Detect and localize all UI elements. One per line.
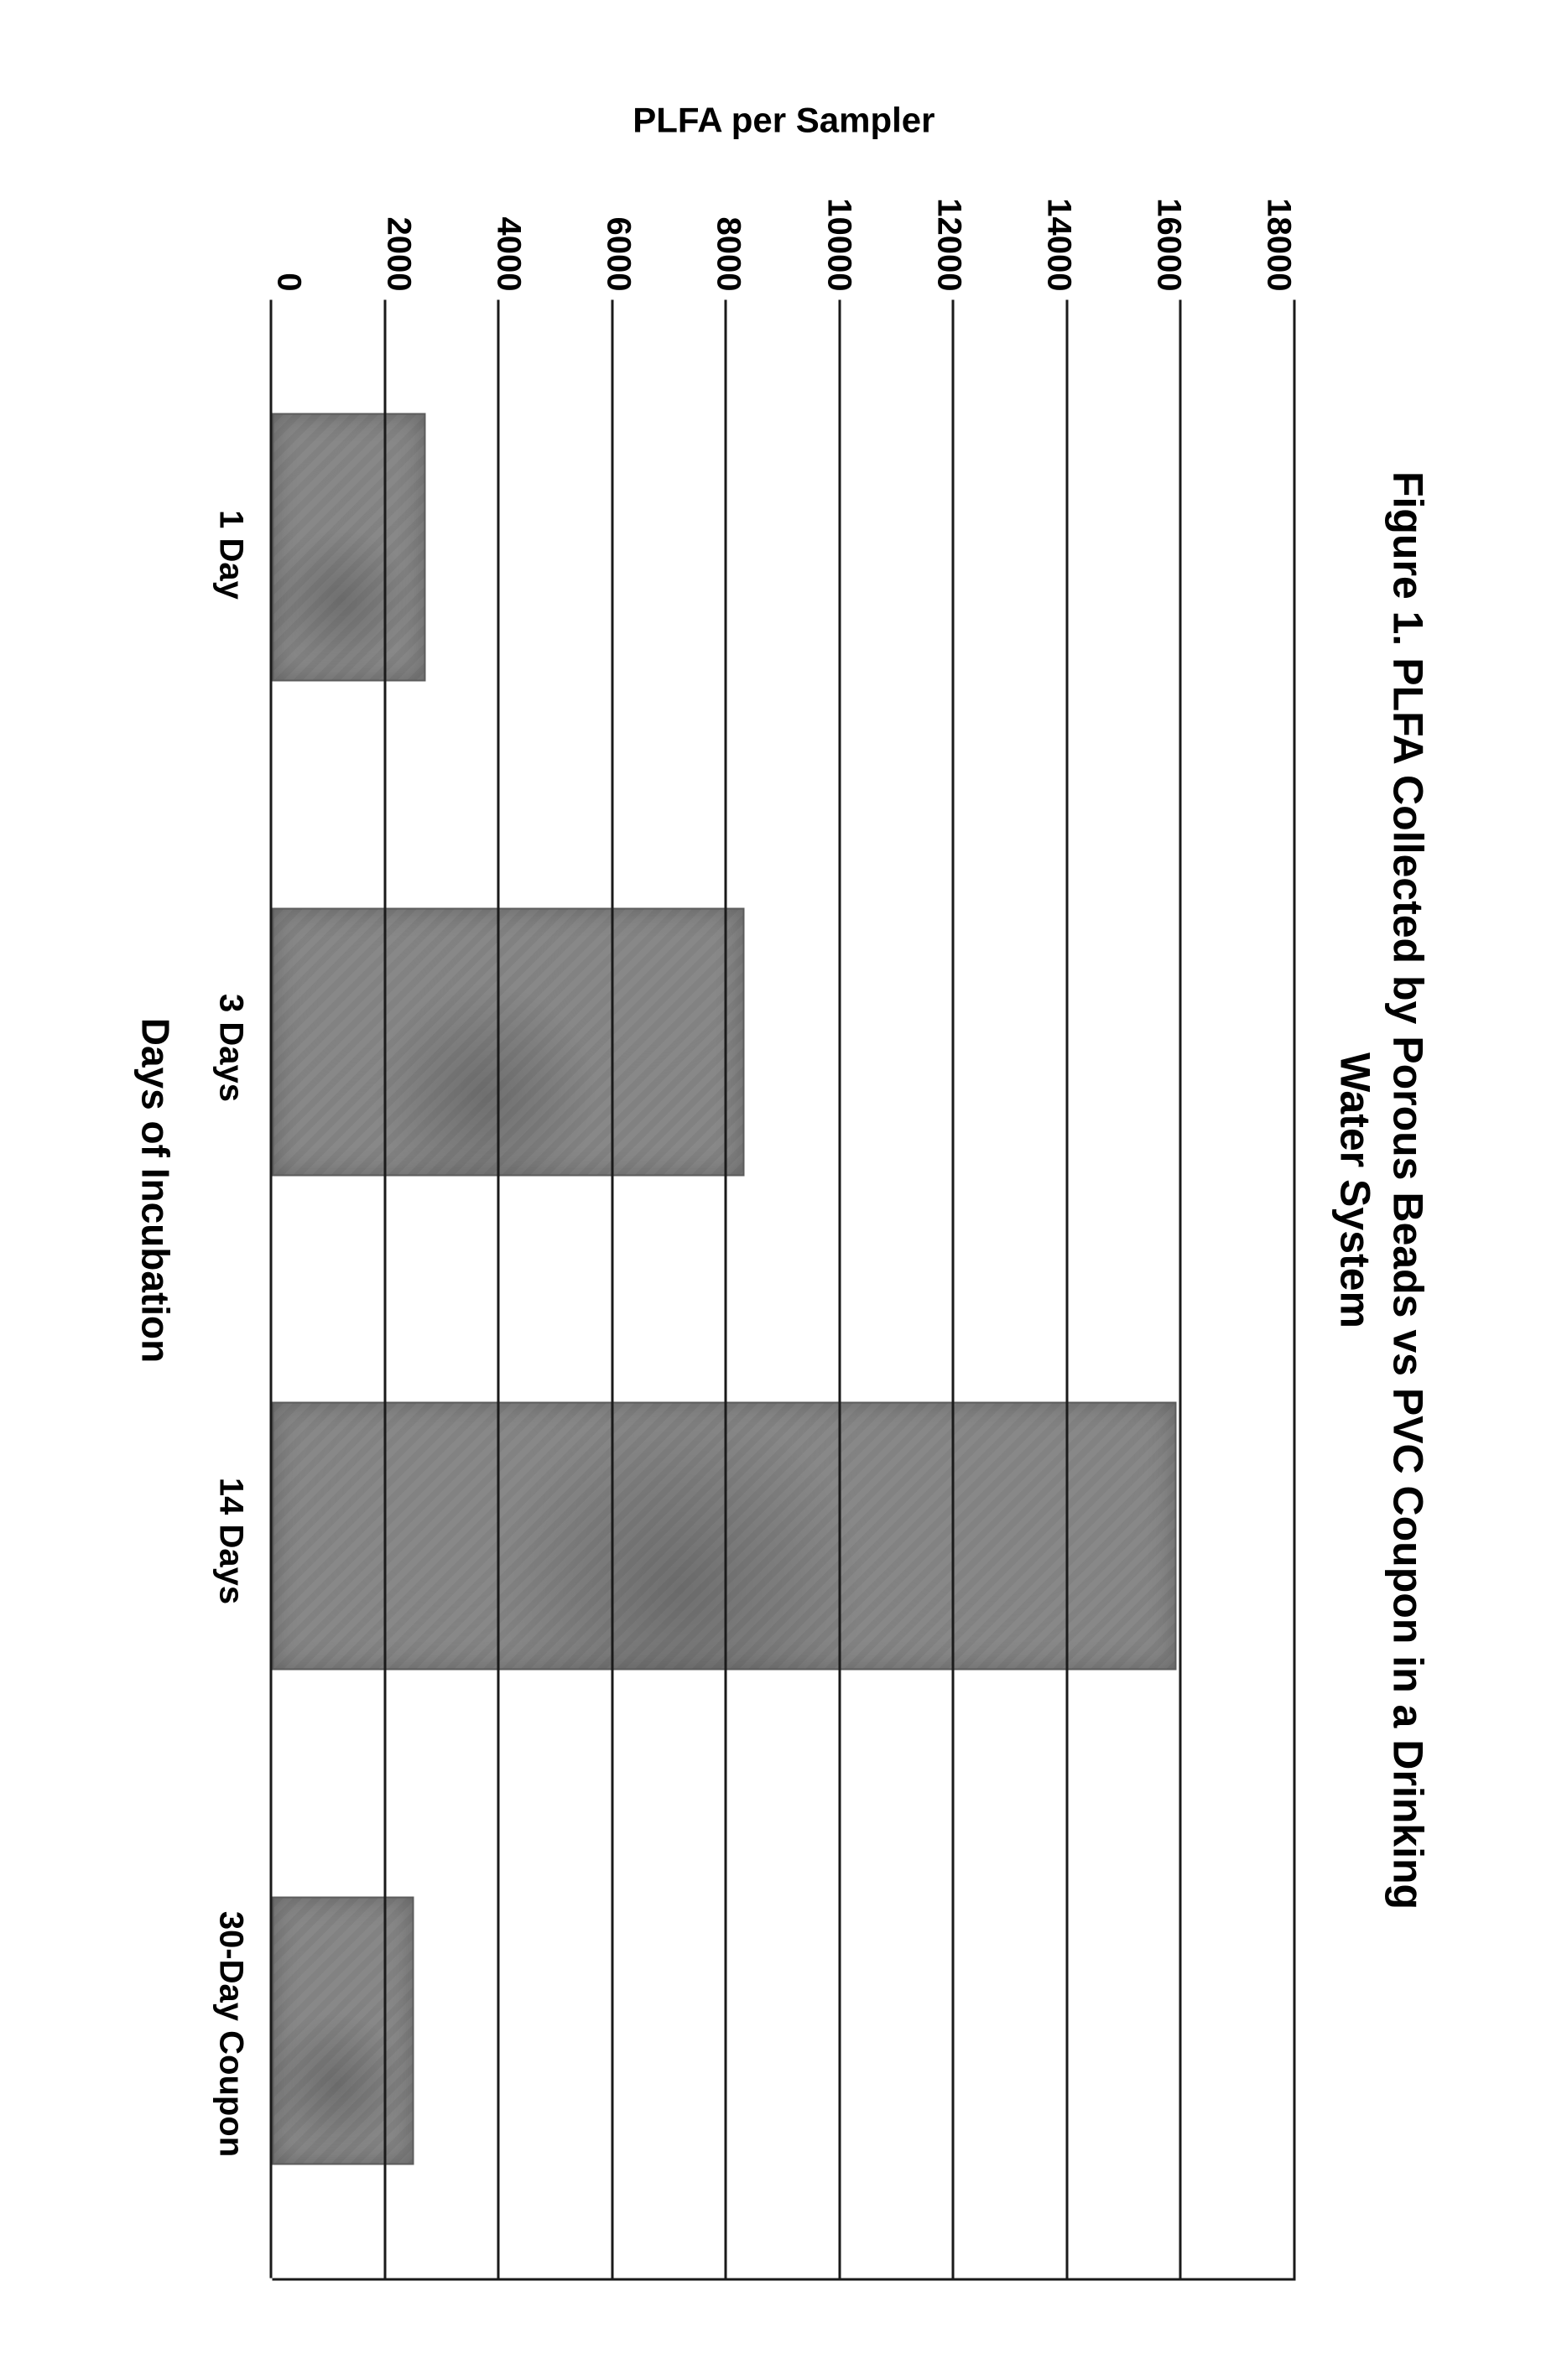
bar <box>273 1896 414 2164</box>
gridline <box>725 299 727 2278</box>
x-axis-row: 1 Day 3 Days 14 Days 30-Day Coupon <box>212 100 273 2280</box>
y-tick-label: 12000 <box>932 198 966 291</box>
chart-title: Figure 1. PLFA Collected by Porous Beads… <box>1330 470 1434 1909</box>
bar-slot <box>273 907 1296 1176</box>
y-tick-label: 10000 <box>822 198 856 291</box>
y-tick-label: 14000 <box>1042 198 1075 291</box>
x-axis-tick-labels: 1 Day 3 Days 14 Days 30-Day Coupon <box>212 308 252 2280</box>
y-tick-label: 6000 <box>602 216 636 291</box>
rotated-container: Figure 1. PLFA Collected by Porous Beads… <box>133 100 1434 2280</box>
x-tick-label: 30-Day Coupon <box>212 1899 250 2168</box>
gridline <box>1179 299 1182 2278</box>
bars-layer <box>273 299 1296 2278</box>
y-tick-label: 16000 <box>1152 198 1185 291</box>
bar-slot <box>273 1896 1296 2164</box>
x-axis-spacer <box>212 100 273 308</box>
chart-title-line1: Figure 1. PLFA Collected by Porous Beads… <box>1382 470 1434 1909</box>
y-tick-label: 2000 <box>383 216 416 291</box>
y-tick-label: 8000 <box>712 216 746 291</box>
bar-slot <box>273 1401 1296 1670</box>
y-tick-label: 0 <box>273 273 306 291</box>
y-axis-ticks: 18000 16000 14000 12000 10000 8000 6000 4000 200… <box>273 165 1296 299</box>
page: Figure 1. PLFA Collected by Porous Beads… <box>0 0 1567 2380</box>
y-tick-label: 18000 <box>1262 198 1296 291</box>
y-tick-label: 4000 <box>492 216 526 291</box>
gridline <box>1294 299 1296 2278</box>
chart-area: PLFA per Sampler 18000 16000 14000 12000 100… <box>273 100 1296 2280</box>
gridline <box>383 299 386 2278</box>
x-tick-label: 1 Day <box>212 420 250 689</box>
x-axis-title: Days of Incubation <box>133 1017 179 1362</box>
bar <box>273 907 745 1176</box>
gridline <box>1065 299 1068 2278</box>
figure: Figure 1. PLFA Collected by Porous Beads… <box>133 100 1434 2280</box>
plot-area <box>273 299 1296 2280</box>
y-axis-label: PLFA per Sampler <box>633 100 934 150</box>
bar-slot <box>273 413 1296 681</box>
gridline <box>838 299 841 2278</box>
x-tick-label: 3 Days <box>212 913 250 1182</box>
gridline <box>611 299 613 2278</box>
x-tick-label: 14 Days <box>212 1406 250 1675</box>
gridline <box>270 299 273 2278</box>
gridline <box>952 299 955 2278</box>
chart-title-line2: Water System <box>1330 470 1382 1909</box>
bar <box>273 413 426 681</box>
gridline <box>497 299 500 2278</box>
